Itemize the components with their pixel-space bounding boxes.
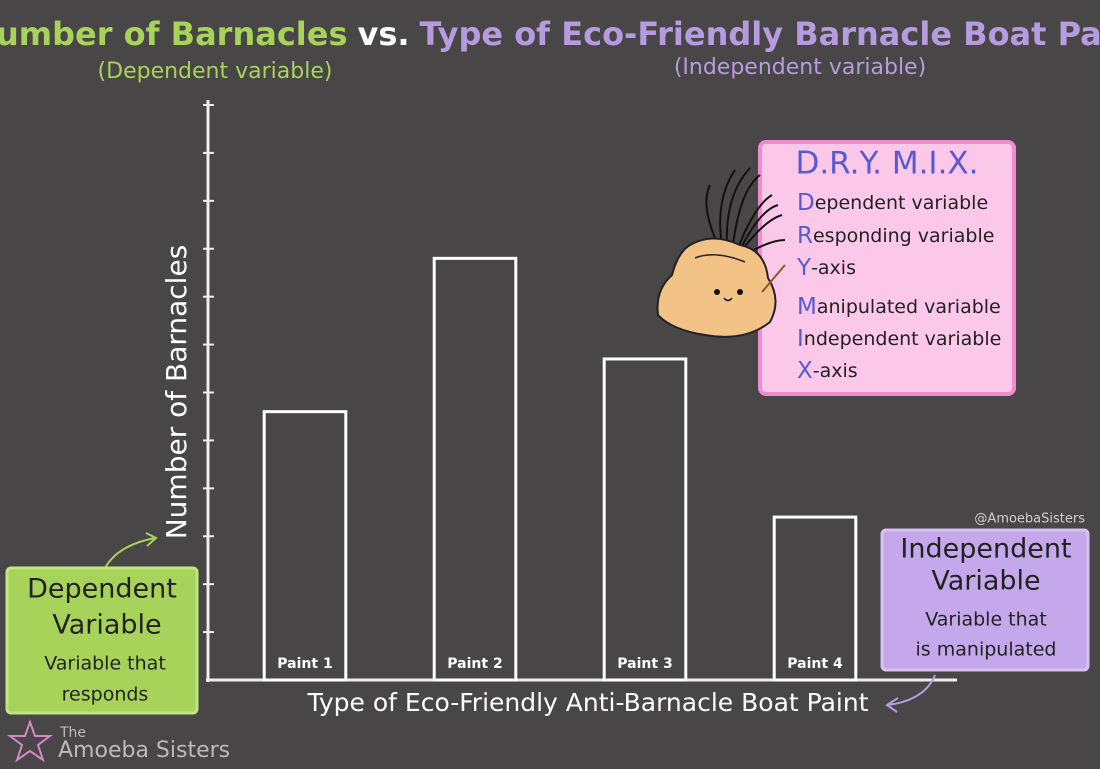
plot: Paint 1 Paint 2 Paint 3 Paint 4 [203, 104, 858, 682]
dry-mix-text: -axis [813, 360, 858, 382]
bar [432, 256, 518, 682]
title-segment: vs. [357, 15, 409, 53]
dry-mix-letter: D [797, 190, 815, 216]
box-text: responds [62, 684, 149, 706]
dry-mix-text: anipulated variable [817, 296, 1001, 318]
bar [772, 515, 858, 682]
arrow [104, 537, 156, 569]
x-tick-label: Paint 3 [617, 656, 672, 672]
barnacle-character [656, 167, 786, 338]
dry-mix-letter: R [797, 223, 813, 249]
box-text: is manipulated [916, 639, 1057, 661]
x-tick-label: Paint 2 [447, 656, 502, 672]
bar [602, 357, 688, 682]
arrow [885, 697, 899, 713]
dry-mix-letter: M [797, 294, 817, 320]
box-title: Independent [900, 534, 1071, 565]
subtitle: (Dependent variable) [98, 59, 333, 84]
box-text: Variable that [44, 653, 166, 675]
box-title: Dependent [27, 574, 177, 605]
dry-mix-text: esponding variable [813, 225, 994, 247]
box-title: Variable [931, 566, 1040, 597]
box-text: Variable that [925, 609, 1047, 631]
dry-mix-letter: X [797, 358, 813, 384]
x-tick-label: Paint 4 [787, 656, 843, 672]
dry-mix-text: ndependent variable [804, 328, 1002, 350]
dry-mix-item: Dependent variable [797, 190, 988, 216]
dependent-box [5, 566, 199, 715]
bar [262, 410, 348, 682]
dry-mix-item: Y-axis [796, 255, 856, 281]
dry-mix-item: X-axis [797, 358, 858, 384]
dry-mix-title: D.R.Y. M.I.X. [795, 146, 978, 182]
dry-mix-letter: Y [796, 255, 812, 281]
logo-star [7, 719, 53, 763]
dry-mix-text: ependent variable [815, 192, 988, 214]
x-axis-label: Type of Eco-Friendly Anti-Barnacle Boat … [307, 688, 869, 717]
dry-mix-item: Responding variable [797, 223, 994, 249]
arrow [145, 532, 158, 547]
logo-text: The [59, 725, 86, 741]
arrow [887, 674, 936, 706]
box-title: Variable [52, 610, 161, 641]
dry-mix-letter: I [797, 326, 804, 352]
subtitle: (Independent variable) [674, 55, 926, 80]
dry-mix-item: Manipulated variable [797, 294, 1001, 320]
title-segment: Number of Barnacles [0, 15, 347, 53]
independent-box [880, 528, 1090, 672]
title-segment: Type of Eco-Friendly Barnacle Boat Paint [420, 15, 1100, 53]
x-tick-label: Paint 1 [277, 656, 332, 672]
y-axis-label: Number of Barnacles [160, 245, 193, 540]
chart-title: Number of Barnacles vs. Type of Eco-Friend… [0, 15, 1100, 53]
logo-text: Amoeba Sisters [58, 738, 230, 763]
dry-mix-text: -axis [811, 257, 856, 279]
handle: @AmoebaSisters [974, 512, 1085, 527]
dry-mix-item: Independent variable [797, 326, 1001, 352]
